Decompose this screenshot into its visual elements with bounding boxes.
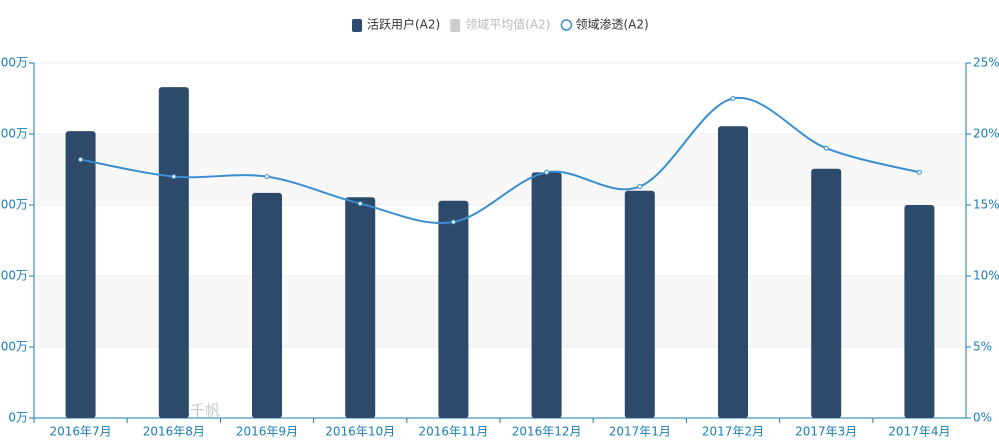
legend: 活跃用户(A2) 领域平均值(A2) 领域渗透(A2) (352, 17, 649, 32)
y-tick-label: 100万 (0, 340, 28, 354)
x-tick-label: 2016年11月 (418, 425, 488, 439)
bar (345, 197, 376, 418)
x-tick-label: 2017年3月 (795, 425, 857, 439)
bar (158, 87, 189, 418)
grid-band (34, 276, 966, 347)
legend-label: 活跃用户(A2) (367, 17, 440, 32)
bar (811, 168, 842, 418)
y2-tick-label: 0% (973, 411, 992, 425)
line-point (637, 184, 643, 190)
y2-tick-label: 20% (973, 127, 999, 141)
y2-tick-label: 10% (973, 269, 999, 283)
legend-symbol (352, 19, 362, 32)
x-tick-label: 2016年10月 (325, 425, 395, 439)
y2-tick-label: 15% (973, 198, 999, 212)
bar (438, 200, 469, 418)
y-tick-label: 500万 (0, 56, 28, 70)
x-tick-label: 2017年4月 (888, 425, 950, 439)
line-point (823, 145, 829, 151)
line-point (544, 169, 550, 175)
y-tick-label: 200万 (0, 269, 28, 283)
x-tick-label: 2016年8月 (143, 425, 205, 439)
y2-tick-label: 5% (973, 340, 992, 354)
x-tick-label: 2017年2月 (702, 425, 764, 439)
grid-band (34, 134, 966, 205)
y-tick-label: 400万 (0, 127, 28, 141)
legend-label: 领域平均值(A2) (465, 17, 550, 32)
bar (252, 192, 282, 418)
y-tick-label: 0万 (8, 411, 28, 425)
legend-label: 领域渗透(A2) (575, 17, 648, 32)
bar (65, 131, 96, 418)
line-point (171, 174, 177, 180)
line-point (916, 169, 922, 175)
x-tick-label: 2017年1月 (609, 425, 671, 439)
bar (624, 190, 655, 418)
legend-symbol (560, 19, 573, 31)
legend-symbol (450, 19, 461, 32)
line-point (730, 96, 736, 101)
y2-tick-label: 25% (973, 56, 999, 70)
x-tick-label: 2016年7月 (50, 425, 112, 439)
line (80, 96, 920, 224)
bar (718, 126, 748, 418)
x-tick-label: 2016年12月 (512, 425, 582, 439)
bar (531, 172, 562, 418)
line-point (264, 174, 270, 180)
bar (904, 205, 935, 418)
line-point (450, 219, 456, 225)
x-tick-label: 2016年9月 (236, 425, 298, 439)
line-point (357, 201, 363, 207)
y-tick-label: 300万 (0, 198, 28, 212)
line-point (78, 157, 84, 163)
